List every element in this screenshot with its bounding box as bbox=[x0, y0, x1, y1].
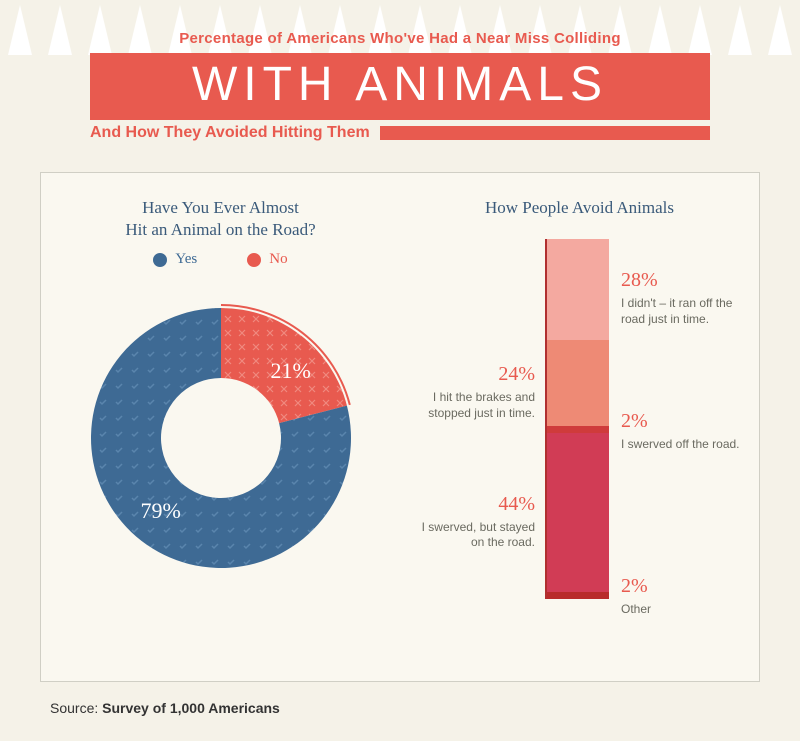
donut-svg bbox=[81, 298, 361, 578]
legend-dot-no bbox=[247, 253, 261, 267]
annotation-text: Other bbox=[621, 602, 751, 618]
annotation-text: I swerved, but stayed on the road. bbox=[415, 520, 535, 551]
annotation-text: I swerved off the road. bbox=[621, 437, 751, 453]
stacked-bar bbox=[545, 239, 609, 599]
donut-title: Have You Ever Almost Hit an Animal on th… bbox=[41, 197, 400, 241]
stacked-section: How People Avoid Animals 28% I didn't – i… bbox=[400, 173, 759, 681]
stacked-segment bbox=[547, 239, 609, 340]
header-top-line: Percentage of Americans Who've Had a Nea… bbox=[0, 30, 800, 47]
legend-no: No bbox=[247, 251, 287, 268]
legend-dot-yes bbox=[153, 253, 167, 267]
legend-yes: Yes bbox=[153, 251, 197, 268]
donut-yes-label: 79% bbox=[141, 498, 181, 524]
header-sub-bar bbox=[380, 126, 710, 140]
stacked-chart: 28% I didn't – it ran off the road just i… bbox=[400, 239, 759, 639]
annotation-pct: 28% bbox=[621, 267, 751, 293]
stacked-annotation: 24% I hit the brakes and stopped just in … bbox=[415, 361, 535, 421]
source-line: Source: Survey of 1,000 Americans bbox=[50, 700, 750, 716]
annotation-pct: 2% bbox=[621, 408, 751, 434]
source-label: Source: bbox=[50, 700, 102, 716]
donut-legend: Yes No bbox=[41, 251, 400, 268]
annotation-pct: 24% bbox=[415, 361, 535, 387]
header-sub-line: And How They Avoided Hitting Them bbox=[90, 124, 370, 142]
stacked-annotation: 2% I swerved off the road. bbox=[621, 408, 751, 453]
stacked-segment bbox=[547, 592, 609, 599]
donut-no-label: 21% bbox=[271, 358, 311, 384]
donut-title-l1: Have You Ever Almost bbox=[142, 198, 299, 217]
source-value: Survey of 1,000 Americans bbox=[102, 700, 280, 716]
stacked-title: How People Avoid Animals bbox=[400, 197, 759, 219]
annotation-text: I hit the brakes and stopped just in tim… bbox=[415, 390, 535, 421]
main-panel: Have You Ever Almost Hit an Animal on th… bbox=[40, 172, 760, 682]
annotation-pct: 2% bbox=[621, 573, 751, 599]
legend-label-yes: Yes bbox=[175, 251, 197, 268]
annotation-pct: 44% bbox=[415, 491, 535, 517]
stacked-segment bbox=[547, 426, 609, 433]
donut-section: Have You Ever Almost Hit an Animal on th… bbox=[41, 173, 400, 681]
stacked-segment bbox=[547, 433, 609, 591]
stacked-segment bbox=[547, 340, 609, 426]
annotation-text: I didn't – it ran off the road just in t… bbox=[621, 296, 751, 327]
donut-title-l2: Hit an Animal on the Road? bbox=[125, 220, 315, 239]
header-subline-wrap: And How They Avoided Hitting Them bbox=[90, 124, 710, 142]
stacked-annotation: 2% Other bbox=[621, 573, 751, 618]
stacked-annotation: 28% I didn't – it ran off the road just i… bbox=[621, 267, 751, 327]
header: Percentage of Americans Who've Had a Nea… bbox=[0, 0, 800, 142]
legend-label-no: No bbox=[269, 251, 287, 268]
donut-chart: 79% 21% bbox=[81, 298, 361, 578]
header-title: WITH ANIMALS bbox=[90, 53, 710, 120]
stacked-annotation: 44% I swerved, but stayed on the road. bbox=[415, 491, 535, 551]
